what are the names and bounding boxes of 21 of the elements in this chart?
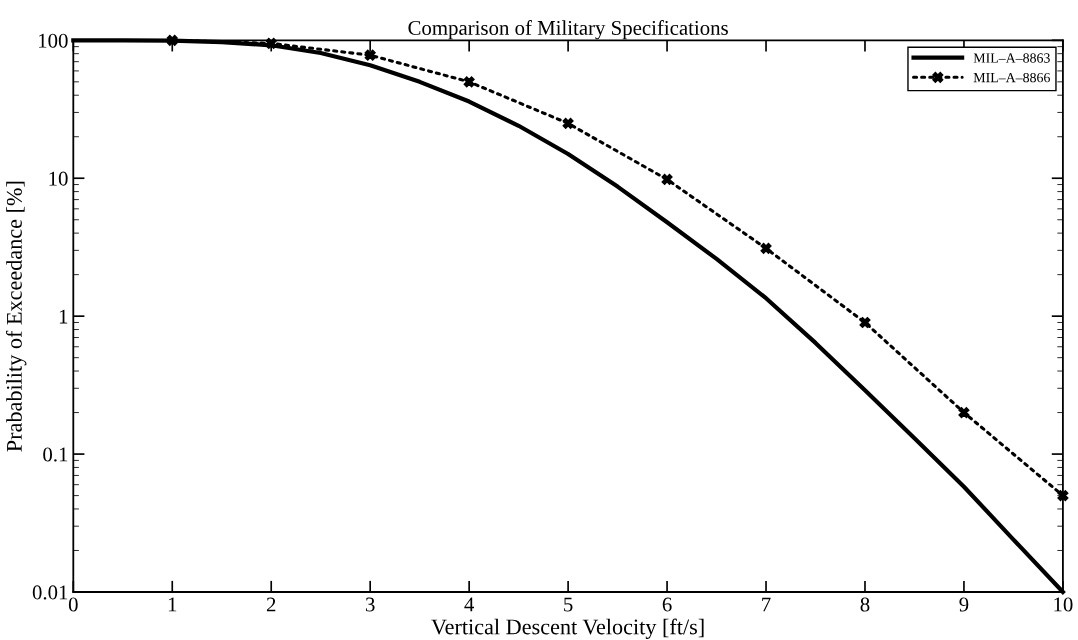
x-axis-title: Vertical Descent Velocity [ft/s] <box>431 618 704 639</box>
y-tick-label: 100 <box>39 33 68 48</box>
y-axis-title: Prabability of Exceedance [%] <box>5 181 27 452</box>
y-tick-label: 0.01 <box>32 585 68 600</box>
x-tick-label: 8 <box>860 597 870 612</box>
y-tick-label: 0.1 <box>43 447 68 462</box>
legend-label: MIL–A–8863 <box>973 53 1050 63</box>
chart-title: Comparison of Military Specifications <box>408 20 728 40</box>
x-tick-label: 3 <box>365 597 375 612</box>
x-tick-label: 0 <box>68 597 78 612</box>
x-tick-label: 4 <box>464 597 475 612</box>
legend-label: MIL–A–8866 <box>973 72 1050 83</box>
x-tick-label: 9 <box>959 597 969 612</box>
x-tick-label: 2 <box>266 597 276 612</box>
x-tick-label: 10 <box>1054 597 1073 612</box>
x-tick-label: 5 <box>564 597 573 612</box>
x-tick-label: 6 <box>662 597 672 612</box>
y-tick-label: 10 <box>49 171 68 186</box>
x-tick-label: 1 <box>168 597 177 612</box>
x-tick-label: 7 <box>762 597 771 612</box>
y-tick-label: 1 <box>59 309 68 324</box>
